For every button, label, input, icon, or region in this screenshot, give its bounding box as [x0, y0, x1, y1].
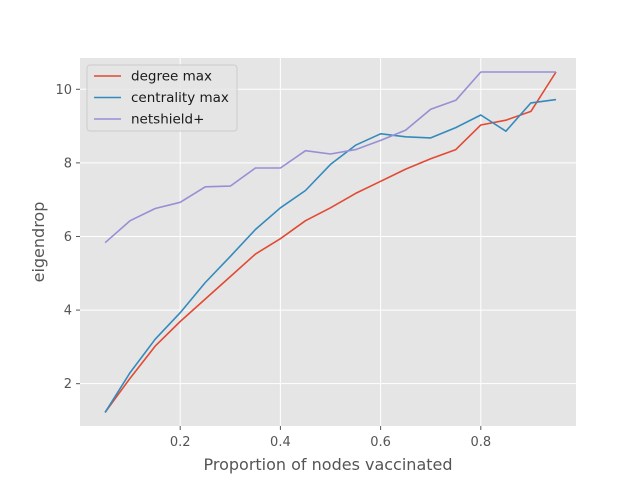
- legend-label: centrality max: [131, 90, 229, 106]
- y-axis-label: eigendrop: [29, 202, 48, 283]
- series-line-degree-max: [104, 71, 557, 413]
- x-tick-label: 0.4: [270, 435, 291, 450]
- series-lines: [104, 71, 557, 413]
- legend-label: netshield+: [131, 112, 204, 128]
- axis-ticks: 0.2 0.4 0.6 0.8 2 4 6 8 10: [55, 83, 491, 450]
- series-line-netshield: [104, 71, 556, 244]
- legend-label: degree max: [131, 69, 212, 85]
- legend: degree max centrality max netshield+: [86, 64, 238, 132]
- y-tick-label: 10: [55, 83, 72, 98]
- x-tick-label: 0.8: [470, 435, 491, 450]
- legend-box: [86, 64, 238, 132]
- series-line-centrality-max: [104, 98, 557, 413]
- x-tick-label: 0.6: [370, 435, 391, 450]
- y-tick-label: 4: [64, 304, 72, 319]
- x-tick-label: 0.2: [170, 435, 191, 450]
- y-tick-label: 2: [64, 377, 72, 392]
- y-tick-label: 8: [64, 156, 72, 171]
- x-axis-label: Proportion of nodes vaccinated: [203, 455, 452, 474]
- y-tick-label: 6: [64, 230, 72, 245]
